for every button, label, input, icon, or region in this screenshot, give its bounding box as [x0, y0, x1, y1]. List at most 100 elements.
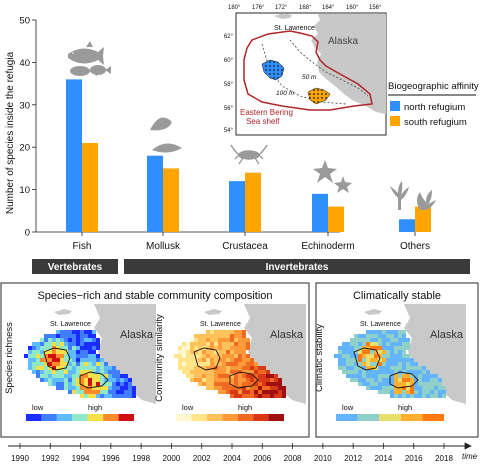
heatmap-cell: [438, 382, 442, 386]
heatmap-cell: [358, 346, 362, 350]
heatmap-cell: [242, 342, 246, 346]
heatmap-cell: [418, 386, 422, 390]
colorbar-low-label: low: [32, 403, 44, 412]
heatmap-cell: [100, 370, 104, 374]
st-lawrence-island: [274, 13, 292, 19]
heatmap-cell: [88, 394, 92, 398]
heatmap-cell: [178, 358, 182, 362]
heatmap-cell: [430, 382, 434, 386]
heatmap-cell: [194, 346, 198, 350]
heatmap-cell: [68, 362, 72, 366]
heatmap-cell: [92, 370, 96, 374]
heatmap-cell: [92, 334, 96, 338]
heatmap-cell: [386, 334, 390, 338]
heatmap-cell: [390, 394, 394, 398]
heatmap-cell: [40, 350, 44, 354]
heatmap-cell: [56, 354, 60, 358]
heatmap-cell: [222, 374, 226, 378]
heatmap-cell: [230, 386, 234, 390]
heatmap-cell: [36, 342, 40, 346]
heatmap-cell: [338, 366, 342, 370]
heatmap-cell: [274, 374, 278, 378]
alaska-land: [404, 304, 466, 404]
heatmap-cell: [274, 386, 278, 390]
heatmap-cell: [434, 390, 438, 394]
heatmap-cell: [254, 378, 258, 382]
heatmap-cell: [358, 358, 362, 362]
heatmap-cell: [394, 374, 398, 378]
heatmap-cell: [250, 390, 254, 394]
heatmap-cell: [92, 386, 96, 390]
timeline-years: 1990 1992 1994 1996 1998 2000 2002 2004 2006 2008…: [11, 443, 453, 463]
heatmap-cell: [64, 350, 68, 354]
heatmap-cell: [24, 354, 28, 358]
heatmap-cell: [56, 378, 60, 382]
heatmap-cell: [76, 346, 80, 350]
heatmap-cell: [398, 366, 402, 370]
heatmap-cell: [366, 382, 370, 386]
bar-mollusk-south: [163, 168, 179, 232]
colorbar-swatch: [206, 414, 223, 421]
heatmap-cell: [68, 366, 72, 370]
heatmap-cell: [374, 382, 378, 386]
heatmap-cell: [398, 362, 402, 366]
heatmap-cell: [406, 374, 410, 378]
heatmap-cell: [406, 366, 410, 370]
timeline-year-label: 2002: [193, 454, 211, 463]
heatmap-cell: [84, 354, 88, 358]
heatmap-cell: [230, 378, 234, 382]
heatmap-cell: [112, 382, 116, 386]
heatmap-cell: [52, 370, 56, 374]
heatmap-cell: [386, 370, 390, 374]
heatmap-cell: [104, 386, 108, 390]
heatmap-cell: [238, 338, 242, 342]
heatmap-cell: [246, 338, 250, 342]
vertebrates-banner: [32, 259, 118, 274]
heatmap-cell: [210, 374, 214, 378]
heatmap-cell: [270, 386, 274, 390]
heatmap-cell: [80, 362, 84, 366]
heatmap-cell: [72, 370, 76, 374]
timeline-label: time: [462, 452, 478, 461]
heatmap-cell: [194, 370, 198, 374]
heatmap-cell: [366, 330, 370, 334]
heatmap-cell: [210, 366, 214, 370]
heatmap-cell: [218, 358, 222, 362]
heatmap-cell: [390, 378, 394, 382]
heatmap-cell: [354, 342, 358, 346]
heatmap-cell: [378, 382, 382, 386]
heatmap-cell: [386, 338, 390, 342]
heatmap-cell: [242, 378, 246, 382]
heatmap-cell: [52, 382, 56, 386]
heatmap-cell: [72, 334, 76, 338]
heatmap-cell: [56, 342, 60, 346]
heatmap-cell: [36, 358, 40, 362]
isobath-50: [289, 39, 369, 97]
heatmap-cell: [72, 342, 76, 346]
bar-echinoderm-north: [312, 193, 328, 232]
legend-title: Biogeographic affinity: [388, 81, 479, 92]
heatmap-cell: [358, 366, 362, 370]
heatmap-cell: [342, 342, 346, 346]
heatmap-cell: [370, 386, 374, 390]
heatmap-cell: [48, 346, 52, 350]
heatmap-cell: [234, 334, 238, 338]
heatmap-cell: [40, 374, 44, 378]
heatmap-cell: [84, 330, 88, 334]
heatmap-cell: [382, 370, 386, 374]
heatmap-cell: [194, 366, 198, 370]
heatmap-cell: [394, 370, 398, 374]
heatmap-cell: [418, 378, 422, 382]
heatmap-cell: [238, 362, 242, 366]
heatmap-cell: [202, 378, 206, 382]
heatmap-cell: [182, 362, 186, 366]
heatmap-cell: [60, 358, 64, 362]
heatmap-cell: [398, 342, 402, 346]
heatmap-cell: [410, 358, 414, 362]
heatmap-cell: [398, 382, 402, 386]
heatmap-cell: [258, 386, 262, 390]
heatmap-cell: [230, 346, 234, 350]
heatmap-cell: [198, 366, 202, 370]
heatmap-cell: [394, 390, 398, 394]
heatmap-cell: [68, 346, 72, 350]
